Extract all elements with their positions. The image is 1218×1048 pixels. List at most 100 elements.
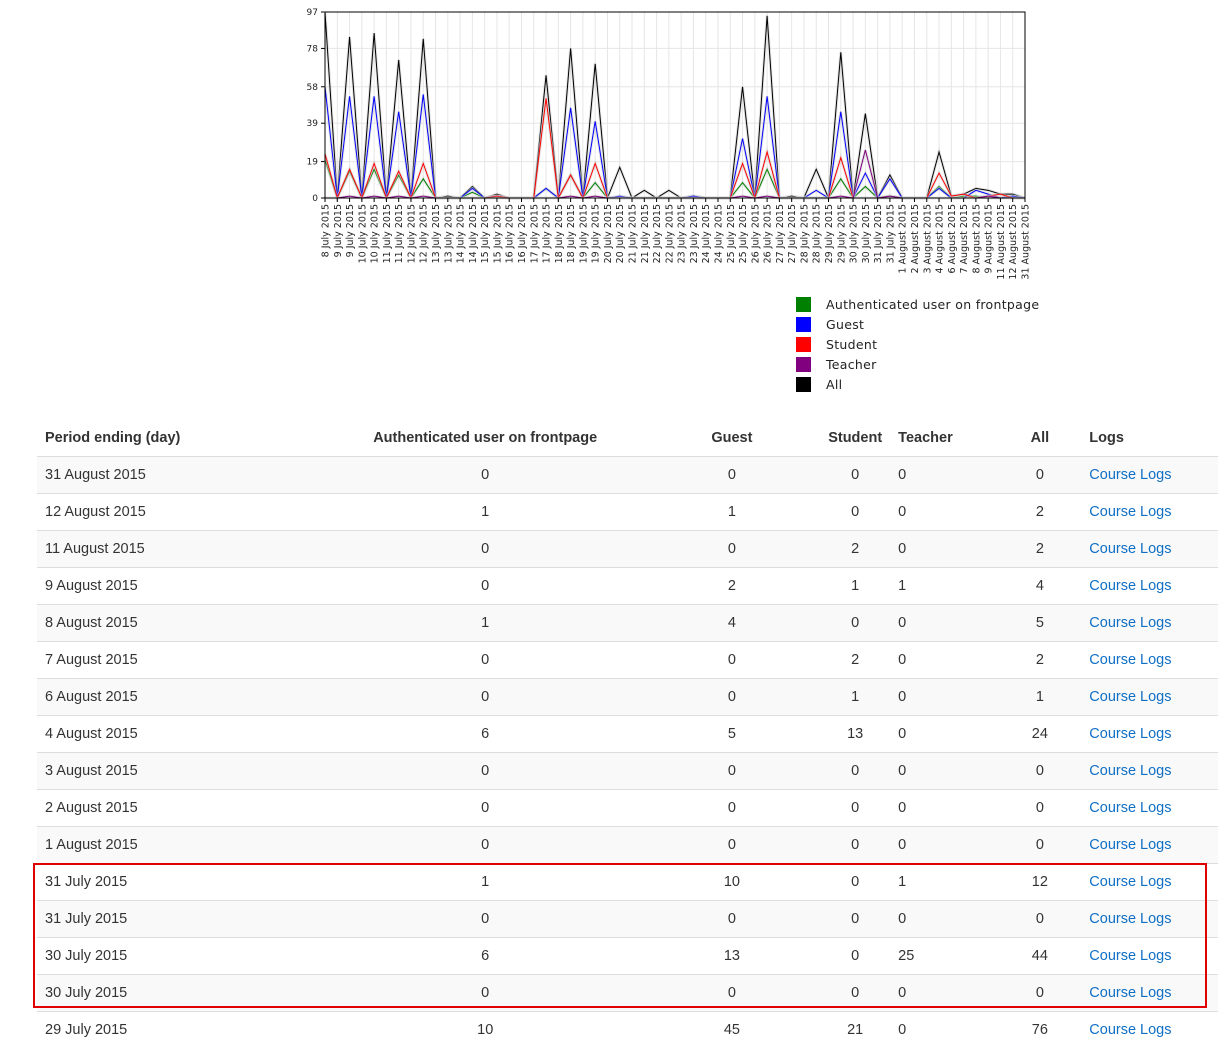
cell-student: 0 (820, 790, 890, 827)
x-tick-label: 10 July 2015 (357, 204, 368, 263)
cell-authenticated: 0 (327, 975, 644, 1012)
cell-period: 31 August 2015 (37, 457, 327, 494)
cell-student: 0 (820, 827, 890, 864)
course-logs-link[interactable]: Course Logs (1089, 874, 1171, 890)
x-tick-label: 2 August 2015 (910, 204, 921, 274)
cell-student: 1 (820, 568, 890, 605)
course-logs-link[interactable]: Course Logs (1089, 1022, 1171, 1038)
header-authenticated[interactable]: Authenticated user on frontpage (327, 420, 644, 457)
course-logs-link[interactable]: Course Logs (1089, 541, 1171, 557)
x-tick-label: 25 July 2015 (738, 204, 749, 263)
x-tick-label: 18 July 2015 (566, 204, 577, 263)
cell-logs: Course Logs (1081, 642, 1218, 679)
course-logs-link[interactable]: Course Logs (1089, 689, 1171, 705)
y-tick-label: 97 (307, 8, 318, 18)
cell-logs: Course Logs (1081, 827, 1218, 864)
course-logs-link[interactable]: Course Logs (1089, 985, 1171, 1001)
course-logs-link[interactable]: Course Logs (1089, 615, 1171, 631)
course-logs-link[interactable]: Course Logs (1089, 763, 1171, 779)
x-tick-label: 9 July 2015 (333, 204, 344, 257)
cell-logs: Course Logs (1081, 716, 1218, 753)
header-teacher[interactable]: Teacher (890, 420, 998, 457)
course-logs-link[interactable]: Course Logs (1089, 578, 1171, 594)
course-logs-link[interactable]: Course Logs (1089, 837, 1171, 853)
cell-all: 2 (998, 531, 1081, 568)
x-tick-label: 28 July 2015 (799, 204, 810, 263)
course-logs-link[interactable]: Course Logs (1089, 652, 1171, 668)
cell-all: 0 (998, 790, 1081, 827)
legend-label: Student (826, 337, 877, 352)
course-logs-link[interactable]: Course Logs (1089, 467, 1171, 483)
cell-teacher: 0 (890, 1012, 998, 1048)
header-guest[interactable]: Guest (644, 420, 821, 457)
x-tick-label: 25 July 2015 (726, 204, 737, 263)
course-logs-link[interactable]: Course Logs (1089, 726, 1171, 742)
x-tick-label: 20 July 2015 (603, 204, 614, 263)
header-student[interactable]: Student (820, 420, 890, 457)
x-tick-label: 31 July 2015 (885, 204, 896, 263)
course-logs-link[interactable]: Course Logs (1089, 911, 1171, 927)
cell-guest: 0 (644, 642, 821, 679)
x-tick-label: 15 July 2015 (492, 204, 503, 263)
cell-period: 6 August 2015 (37, 679, 327, 716)
cell-teacher: 0 (890, 901, 998, 938)
cell-teacher: 0 (890, 531, 998, 568)
cell-all: 2 (998, 494, 1081, 531)
x-tick-label: 10 July 2015 (370, 204, 381, 263)
cell-authenticated: 0 (327, 901, 644, 938)
cell-all: 4 (998, 568, 1081, 605)
cell-logs: Course Logs (1081, 938, 1218, 975)
cell-student: 0 (820, 494, 890, 531)
x-tick-label: 17 July 2015 (542, 204, 553, 263)
x-tick-label: 18 July 2015 (554, 204, 565, 263)
x-tick-label: 7 August 2015 (959, 204, 970, 274)
legend-item-authenticated: Authenticated user on frontpage (796, 294, 1039, 314)
cell-teacher: 25 (890, 938, 998, 975)
x-tick-label: 22 July 2015 (664, 204, 675, 263)
x-tick-label: 30 July 2015 (849, 204, 860, 263)
cell-teacher: 0 (890, 679, 998, 716)
x-tick-label: 14 July 2015 (456, 204, 467, 263)
cell-logs: Course Logs (1081, 901, 1218, 938)
legend-item-all: All (796, 374, 1039, 394)
cell-teacher: 0 (890, 457, 998, 494)
cell-authenticated: 6 (327, 938, 644, 975)
y-tick-label: 0 (312, 194, 318, 204)
cell-logs: Course Logs (1081, 679, 1218, 716)
cell-all: 12 (998, 864, 1081, 901)
x-tick-label: 27 July 2015 (787, 204, 798, 263)
course-logs-link[interactable]: Course Logs (1089, 800, 1171, 816)
x-tick-label: 12 July 2015 (406, 204, 417, 263)
cell-authenticated: 10 (327, 1012, 644, 1048)
cell-logs: Course Logs (1081, 605, 1218, 642)
cell-teacher: 0 (890, 790, 998, 827)
cell-logs: Course Logs (1081, 790, 1218, 827)
x-tick-label: 24 July 2015 (701, 204, 712, 263)
cell-logs: Course Logs (1081, 1012, 1218, 1048)
cell-authenticated: 0 (327, 457, 644, 494)
cell-period: 29 July 2015 (37, 1012, 327, 1048)
cell-guest: 0 (644, 790, 821, 827)
cell-student: 0 (820, 975, 890, 1012)
cell-guest: 0 (644, 827, 821, 864)
x-tick-label: 21 July 2015 (628, 204, 639, 263)
cell-guest: 5 (644, 716, 821, 753)
course-logs-link[interactable]: Course Logs (1089, 948, 1171, 964)
course-logs-link[interactable]: Course Logs (1089, 504, 1171, 520)
cell-period: 30 July 2015 (37, 938, 327, 975)
header-period[interactable]: Period ending (day) (37, 420, 327, 457)
cell-all: 5 (998, 605, 1081, 642)
x-tick-label: 12 July 2015 (419, 204, 430, 263)
header-all[interactable]: All (998, 420, 1081, 457)
x-tick-label: 23 July 2015 (677, 204, 688, 263)
legend-swatch (796, 297, 811, 312)
cell-period: 2 August 2015 (37, 790, 327, 827)
